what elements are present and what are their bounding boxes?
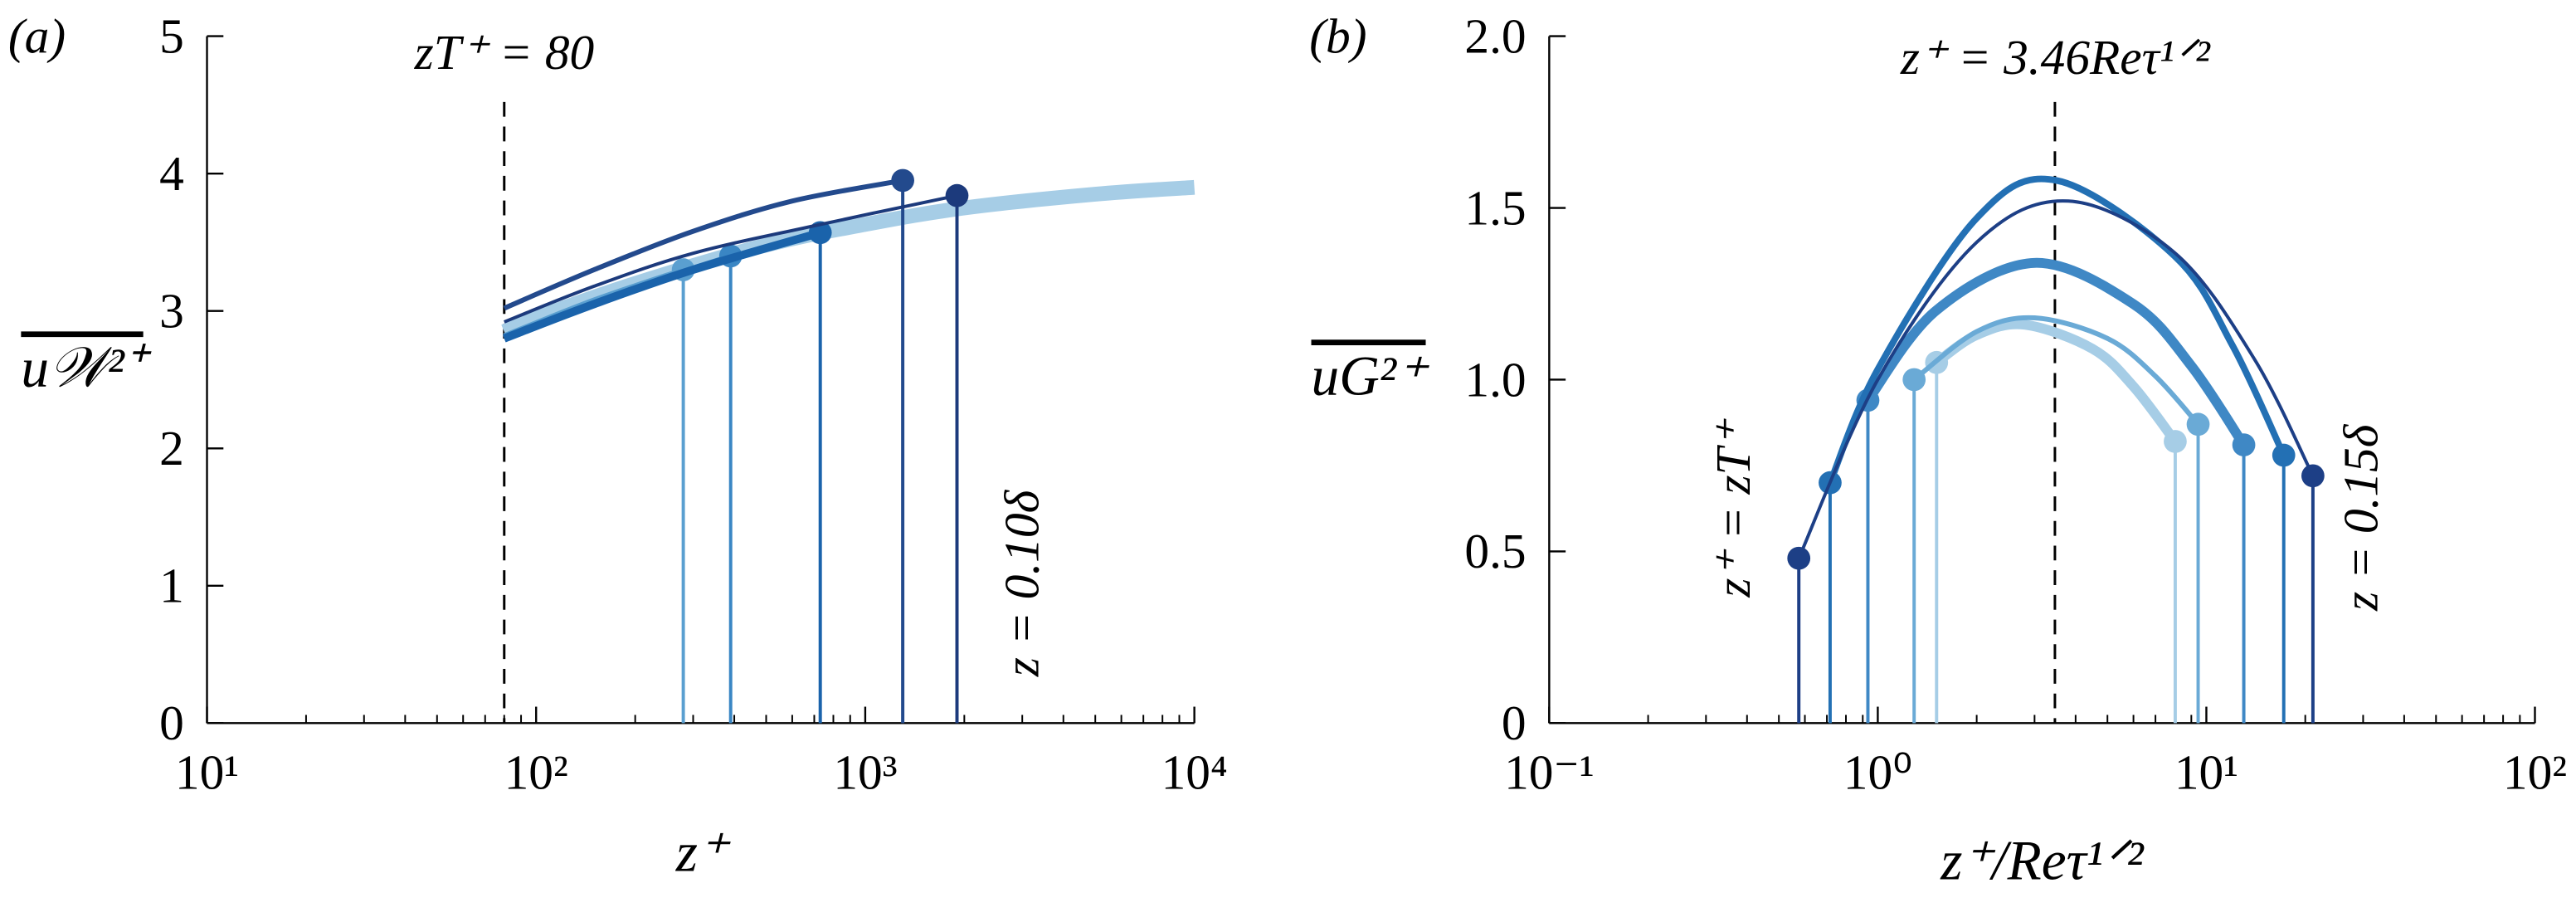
- x-tick-label: 10²: [504, 745, 568, 800]
- series-line: [503, 228, 822, 343]
- y-tick-label: 0: [1502, 695, 1527, 750]
- y-tick-label: 1.0: [1464, 352, 1526, 407]
- series-line: [1863, 257, 2248, 448]
- annotation: z = 0.15δ: [2333, 423, 2388, 612]
- annotation: z = 0.10δ: [995, 489, 1049, 677]
- marker: [1787, 546, 1811, 570]
- x-axis-label: z⁺: [675, 822, 731, 884]
- x-axis-label: z⁺/Reτ¹ᐟ²: [1940, 829, 2145, 891]
- y-tick-label: 0.5: [1464, 524, 1526, 578]
- y-tick-label: 2: [159, 421, 184, 476]
- marker: [2186, 412, 2210, 437]
- x-tick-label: 10⁰: [1843, 745, 1912, 800]
- marker: [2164, 430, 2187, 453]
- y-tick-label: 1.5: [1464, 180, 1526, 235]
- x-tick-label: 10¹: [175, 745, 239, 800]
- y-tick-label: 0: [159, 695, 184, 750]
- x-tick-label: 10¹: [2174, 745, 2238, 800]
- series-line: [1912, 315, 2200, 427]
- x-tick-label: 10³: [833, 745, 897, 800]
- series-line: [501, 179, 1195, 339]
- series-line: [1933, 319, 2179, 445]
- marker: [1902, 368, 1926, 392]
- x-tick-label: 10⁻¹: [1504, 745, 1595, 800]
- x-tick-label: 10²: [2503, 745, 2567, 800]
- reference-label: z⁺ = 3.46Reτ¹ᐟ²: [1900, 30, 2211, 85]
- marker: [2301, 464, 2325, 488]
- panel-label: (b): [1309, 8, 1366, 63]
- annotation: z⁺ = zT⁺: [1706, 417, 1760, 598]
- marker: [2232, 433, 2256, 456]
- y-axis-label: uG²⁺: [1312, 344, 1429, 407]
- series-line: [1797, 199, 2315, 559]
- reference-label: zT⁺ = 80: [414, 25, 595, 80]
- y-axis-label: u𝒲²⁺: [21, 336, 151, 398]
- y-tick-label: 3: [159, 284, 184, 339]
- panel-label: (a): [8, 8, 66, 63]
- y-tick-label: 1: [159, 559, 184, 613]
- y-tick-label: 4: [159, 146, 184, 201]
- series-line: [504, 193, 957, 324]
- marker: [945, 183, 969, 207]
- series-line: [503, 178, 903, 311]
- marker: [2272, 443, 2296, 467]
- x-tick-label: 10⁴: [1161, 745, 1228, 800]
- y-tick-label: 5: [159, 8, 184, 63]
- series-line: [1827, 175, 2287, 485]
- marker: [891, 168, 914, 193]
- y-tick-label: 2.0: [1464, 8, 1526, 63]
